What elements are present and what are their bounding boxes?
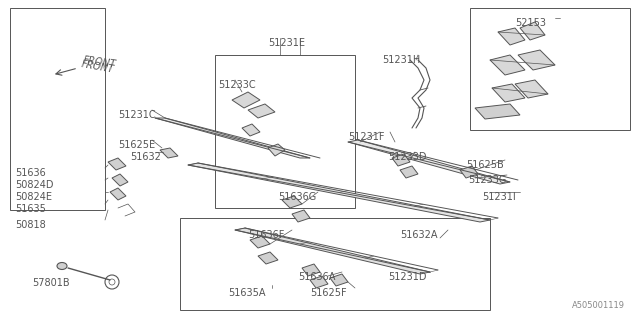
Text: 51636F: 51636F xyxy=(248,230,284,240)
Text: 51231I: 51231I xyxy=(482,192,516,202)
Text: 51636G: 51636G xyxy=(278,192,316,202)
Text: 51233D: 51233D xyxy=(388,152,426,162)
Text: 51636A: 51636A xyxy=(298,272,335,282)
Text: 51233C: 51233C xyxy=(218,80,255,90)
Polygon shape xyxy=(518,50,555,70)
Text: FRONT: FRONT xyxy=(82,55,116,69)
Polygon shape xyxy=(282,196,302,208)
Text: 51231F: 51231F xyxy=(348,132,385,142)
Polygon shape xyxy=(492,84,525,102)
Polygon shape xyxy=(475,104,520,119)
Circle shape xyxy=(105,275,119,289)
Text: 51632A: 51632A xyxy=(400,230,438,240)
Text: 51635: 51635 xyxy=(15,204,46,214)
Text: 51625F: 51625F xyxy=(310,288,347,298)
Polygon shape xyxy=(242,124,260,136)
Text: 51635A: 51635A xyxy=(228,288,266,298)
Bar xyxy=(180,218,490,310)
Polygon shape xyxy=(520,22,545,40)
Polygon shape xyxy=(302,264,320,276)
Polygon shape xyxy=(250,236,270,248)
Polygon shape xyxy=(400,166,418,178)
Text: 51636: 51636 xyxy=(15,168,45,178)
Polygon shape xyxy=(490,55,525,75)
Polygon shape xyxy=(330,274,348,286)
Text: 51231D: 51231D xyxy=(388,272,426,282)
Bar xyxy=(215,55,355,208)
Polygon shape xyxy=(108,158,126,170)
Polygon shape xyxy=(188,163,490,222)
Bar xyxy=(10,8,105,210)
Text: 50824E: 50824E xyxy=(15,192,52,202)
Polygon shape xyxy=(112,174,128,186)
Polygon shape xyxy=(110,188,126,200)
Text: 50824D: 50824D xyxy=(15,180,54,190)
Polygon shape xyxy=(310,276,328,288)
Polygon shape xyxy=(460,166,478,178)
Ellipse shape xyxy=(57,262,67,269)
Polygon shape xyxy=(515,80,548,98)
Polygon shape xyxy=(292,210,310,222)
Text: FRONT: FRONT xyxy=(80,59,115,75)
Text: A505001119: A505001119 xyxy=(572,301,625,310)
Text: 51231C: 51231C xyxy=(118,110,156,120)
Text: 51233G: 51233G xyxy=(468,175,506,185)
Text: 50818: 50818 xyxy=(15,220,45,230)
Text: 57801B: 57801B xyxy=(32,278,70,288)
Text: 51625B: 51625B xyxy=(466,160,504,170)
Polygon shape xyxy=(235,228,430,274)
Polygon shape xyxy=(248,104,275,118)
Polygon shape xyxy=(155,118,310,158)
Circle shape xyxy=(109,279,115,285)
Polygon shape xyxy=(232,92,260,108)
Text: 51625E: 51625E xyxy=(118,140,155,150)
Text: 51632: 51632 xyxy=(130,152,161,162)
Polygon shape xyxy=(348,140,510,184)
Polygon shape xyxy=(160,148,178,158)
Text: 52153: 52153 xyxy=(515,18,546,28)
Text: 51231E: 51231E xyxy=(268,38,305,48)
Bar xyxy=(470,8,630,130)
Polygon shape xyxy=(498,28,525,45)
Text: 51231H: 51231H xyxy=(382,55,420,65)
Polygon shape xyxy=(268,144,285,156)
Polygon shape xyxy=(258,252,278,264)
Polygon shape xyxy=(392,154,410,166)
